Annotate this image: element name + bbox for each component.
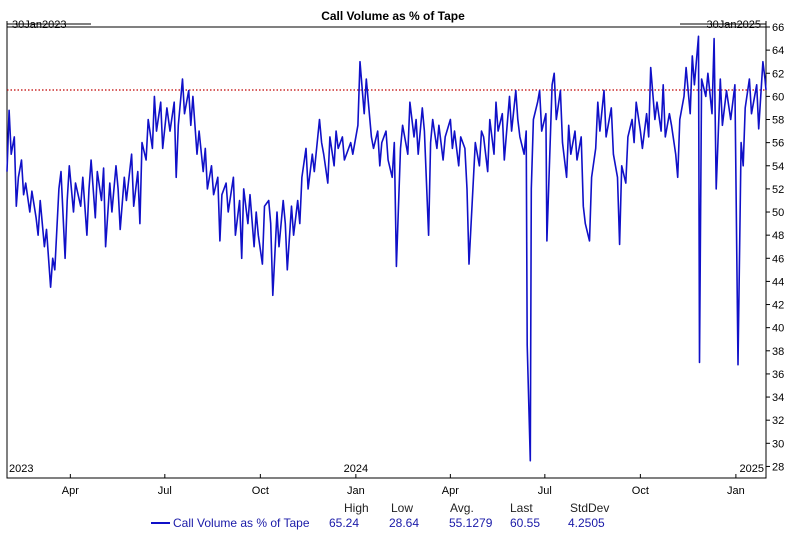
y-tick-label: 50: [772, 207, 784, 219]
stat-value-high: 65.24: [329, 516, 360, 530]
stat-header-high: High: [344, 501, 369, 515]
y-tick-label: 42: [772, 300, 784, 312]
x-tick-label: Oct: [632, 485, 649, 497]
stat-value-stddev: 4.2505: [568, 516, 605, 530]
x-year-label: 2025: [740, 463, 764, 475]
stat-header-last: Last: [510, 501, 533, 515]
chart-title: Call Volume as % of Tape: [321, 9, 465, 23]
y-tick-label: 64: [772, 45, 784, 57]
x-axis: Apr Jul Oct Jan Apr Jul Oct Jan 2023 2024 2025: [9, 463, 764, 497]
y-tick-label: 54: [772, 161, 784, 173]
y-tick-label: 36: [772, 369, 784, 381]
x-tick-label: Jan: [727, 485, 745, 497]
y-tick-label: 40: [772, 323, 784, 335]
x-tick-label: Oct: [252, 485, 269, 497]
x-tick-label: Jul: [158, 485, 172, 497]
stat-value-avg: 55.1279: [449, 516, 493, 530]
stat-header-avg: Avg.: [450, 501, 474, 515]
y-tick-label: 58: [772, 115, 784, 127]
start-date-label: 30Jan2023: [12, 19, 66, 31]
y-tick-label: 32: [772, 415, 784, 427]
y-axis: 28 30 32 34 36 38 40 42 44 46 48 50 52 54 56 58 60 62 64 66: [766, 22, 784, 473]
stat-header-low: Low: [391, 501, 414, 515]
y-tick-label: 28: [772, 461, 784, 473]
x-tick-label: Jan: [347, 485, 365, 497]
y-tick-label: 46: [772, 253, 784, 265]
y-tick-label: 56: [772, 138, 784, 150]
y-tick-label: 44: [772, 276, 784, 288]
y-tick-label: 62: [772, 68, 784, 80]
stat-header-stddev: StdDev: [570, 501, 610, 515]
x-year-label: 2024: [344, 463, 368, 475]
y-tick-label: 30: [772, 438, 784, 450]
plot-area: [6, 26, 767, 479]
y-tick-label: 66: [772, 22, 784, 34]
x-year-label: 2023: [9, 463, 33, 475]
series-line-call-volume: [6, 35, 767, 462]
end-date-label: 30Jan2025: [707, 19, 761, 31]
x-tick-label: Jul: [538, 485, 552, 497]
y-tick-label: 52: [772, 184, 784, 196]
x-tick-label: Apr: [62, 485, 79, 497]
stat-value-last: 60.55: [510, 516, 541, 530]
y-tick-label: 38: [772, 346, 784, 358]
legend-label: Call Volume as % of Tape: [173, 516, 310, 530]
y-tick-label: 48: [772, 230, 784, 242]
y-tick-label: 60: [772, 91, 784, 103]
y-tick-label: 34: [772, 392, 784, 404]
x-tick-label: Apr: [442, 485, 459, 497]
stat-value-low: 28.64: [389, 516, 420, 530]
